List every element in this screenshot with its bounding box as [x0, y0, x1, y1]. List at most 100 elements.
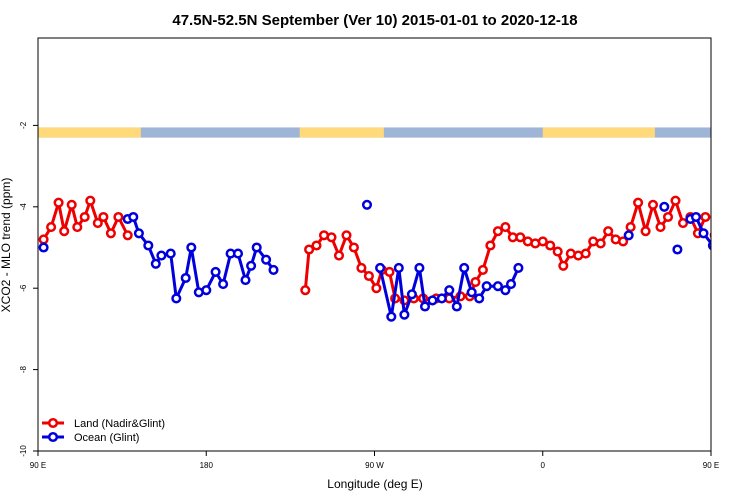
- data-point: [580, 248, 591, 259]
- data-point: [700, 211, 711, 223]
- data-point: [492, 281, 503, 292]
- data-point: [477, 264, 488, 275]
- data-point: [218, 279, 229, 290]
- data-point: [451, 301, 462, 312]
- plot-area: [37, 37, 712, 452]
- data-point: [707, 240, 711, 251]
- x-axis-label: Longitude (deg E): [327, 477, 422, 491]
- data-point: [640, 226, 651, 237]
- data-point: [186, 242, 197, 253]
- data-point: [436, 293, 447, 304]
- data-point: [246, 260, 257, 271]
- data-point: [470, 277, 481, 288]
- data-point: [732, 250, 740, 258]
- data-point: [406, 289, 417, 300]
- data-point: [698, 228, 709, 239]
- data-point: [623, 230, 634, 241]
- data-point: [38, 242, 49, 253]
- data-point: [165, 248, 176, 259]
- x-tick-label: 90 W: [365, 461, 384, 470]
- data-point: [427, 295, 438, 306]
- data-point: [709, 231, 711, 239]
- data-point: [371, 283, 382, 294]
- x-tick-label: 90 E: [703, 461, 719, 470]
- land-span: [299, 127, 384, 138]
- data-point: [66, 199, 77, 210]
- data-point: [156, 250, 167, 261]
- series-1: [38, 199, 745, 322]
- data-point: [647, 199, 659, 210]
- land-ocean-mask: [38, 127, 711, 138]
- data-point: [201, 285, 212, 296]
- data-point: [150, 258, 161, 269]
- data-point: [459, 262, 470, 273]
- data-point: [633, 197, 644, 208]
- data-point: [361, 199, 373, 210]
- data-point: [128, 211, 139, 223]
- data-point: [393, 262, 404, 273]
- land-span: [542, 127, 655, 138]
- data-point: [552, 246, 563, 257]
- data-point: [545, 240, 556, 251]
- data-point: [474, 293, 485, 304]
- data-point: [92, 218, 103, 229]
- data-point: [500, 222, 511, 233]
- y-axis-label: XCO2 - MLO trend (ppm): [0, 178, 13, 313]
- data-point: [655, 222, 666, 233]
- data-point: [677, 218, 689, 229]
- data-point: [363, 270, 374, 282]
- y-axis: -2 -4 -6 -8 -10: [19, 121, 38, 457]
- data-point: [485, 240, 496, 251]
- data-point: [59, 226, 70, 237]
- data-point: [38, 234, 49, 245]
- data-point: [444, 285, 455, 296]
- data-point: [492, 226, 503, 237]
- series-line: [127, 215, 275, 300]
- data-point: [513, 262, 524, 273]
- data-point: [79, 211, 90, 223]
- data-point: [717, 260, 725, 268]
- data-point: [311, 240, 322, 251]
- data-point: [481, 281, 492, 292]
- data-point: [113, 211, 124, 223]
- y-tick-label: -6: [19, 284, 28, 292]
- data-point: [515, 232, 526, 243]
- data-point: [122, 230, 133, 241]
- x-tick-label: 180: [200, 461, 214, 470]
- x-axis: 90 E 180 90 W 0 90 E: [30, 451, 719, 470]
- data-point: [537, 236, 548, 247]
- data-point: [625, 222, 636, 233]
- data-point: [268, 264, 279, 275]
- data-point: [356, 262, 367, 273]
- data-point: [46, 222, 57, 233]
- x-tick-label: 90 E: [30, 461, 46, 470]
- data-point: [670, 195, 681, 206]
- y-tick-label: -8: [19, 365, 28, 373]
- data-point: [500, 285, 511, 296]
- series-layer: [38, 195, 745, 322]
- data-point: [326, 232, 337, 243]
- data-point: [171, 293, 182, 304]
- y-tick-label: -4: [19, 203, 28, 211]
- data-point: [662, 211, 674, 223]
- data-point: [210, 266, 221, 277]
- data-point: [143, 240, 154, 251]
- data-point: [737, 295, 745, 303]
- data-point: [53, 197, 64, 208]
- data-point: [505, 279, 517, 290]
- y-tick-label: -10: [19, 445, 28, 457]
- data-point: [72, 222, 83, 233]
- data-point: [300, 285, 311, 296]
- legend-item-land: Land (Nadir&Glint): [42, 417, 165, 430]
- land-span: [38, 127, 141, 138]
- data-point: [690, 211, 702, 223]
- data-point: [659, 201, 670, 212]
- data-point: [348, 242, 359, 253]
- data-point: [595, 238, 606, 249]
- legend: Land (Nadir&Glint) Ocean (Glint): [42, 417, 165, 444]
- legend-label-ocean: Ocean (Glint): [74, 432, 139, 444]
- chart-title: 47.5N-52.5N September (Ver 10) 2015-01-0…: [172, 12, 577, 29]
- data-point: [722, 252, 730, 260]
- data-point: [304, 244, 315, 255]
